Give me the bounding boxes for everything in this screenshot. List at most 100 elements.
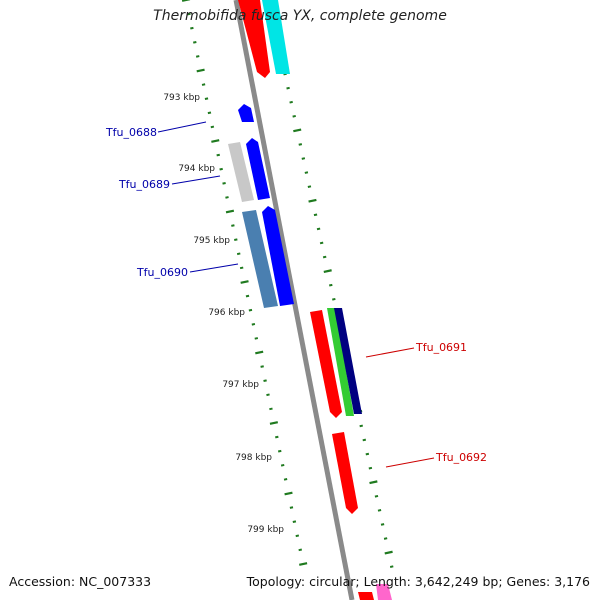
scale-tick-minor: [322, 255, 327, 259]
leader-line-tfu-0688: [157, 121, 207, 133]
scale-tick-major: [181, 0, 191, 2]
scale-tick-minor: [207, 111, 212, 115]
scale-tick-minor: [362, 438, 367, 442]
scale-tick-minor: [204, 97, 209, 100]
scale-tick-minor: [292, 520, 297, 523]
gene-arrow-pink-bottom[interactable]: [376, 584, 392, 600]
genome-backbone: [233, 0, 355, 601]
leader-line-tfu-0690: [189, 263, 239, 273]
scale-tick-minor: [216, 153, 220, 157]
gene-arrow-tfu-0692[interactable]: [332, 432, 358, 514]
scale-tick-minor: [269, 407, 273, 411]
scale-tick-minor: [286, 86, 290, 90]
leader-line-tfu-0692: [385, 457, 435, 468]
scale-tick-minor: [383, 537, 388, 540]
scale-tick-minor: [225, 196, 229, 199]
scale-tick-minor: [254, 337, 259, 340]
scale-tick-minor: [195, 55, 200, 58]
scale-label-799: 799 kbp: [247, 525, 284, 535]
scale-tick-minor: [292, 114, 296, 118]
scale-label-794: 794 kbp: [178, 164, 215, 174]
scale-tick-minor: [280, 463, 285, 467]
scale-tick-minor: [374, 494, 379, 498]
scale-tick-minor: [316, 227, 321, 231]
gene-label-tfu-0689[interactable]: Tfu_0689: [118, 178, 170, 191]
scale-tick-major: [196, 68, 205, 73]
accession-text: Accession: NC_007333: [9, 574, 152, 589]
gene-label-tfu-0688[interactable]: Tfu_0688: [105, 126, 157, 139]
scale-label-797: 797 kbp: [222, 380, 259, 390]
gene-arrow-tfu-0690-steel[interactable]: [242, 210, 278, 308]
scale-tick-minor: [190, 26, 194, 30]
scale-label-796: 796 kbp: [208, 308, 245, 318]
scale-tick-minor: [277, 449, 282, 453]
scale-tick-minor: [319, 241, 324, 245]
scale-tick-major: [384, 550, 393, 555]
scale-tick-minor: [219, 167, 223, 171]
scale-tick-minor: [283, 478, 288, 481]
scale-tick-minor: [365, 452, 370, 456]
scale-tick-minor: [359, 424, 364, 428]
scale-tick-major: [225, 209, 235, 214]
scale-tick-minor: [263, 379, 267, 382]
gene-arrow-tfu-0690-blue[interactable]: [262, 206, 294, 306]
scale-tick-major: [323, 269, 332, 274]
scale-tick-minor: [266, 393, 270, 397]
scale-tick-minor: [307, 185, 312, 188]
scale-tick-minor: [328, 283, 333, 287]
scale-tick-major: [299, 562, 308, 566]
scale-tick-minor: [187, 12, 191, 16]
scale-tick-minor: [222, 181, 226, 185]
scale-tick-major: [308, 198, 317, 203]
scale-tick-minor: [210, 125, 215, 129]
scale-tick-major: [240, 280, 249, 284]
gene-label-tfu-0691[interactable]: Tfu_0691: [415, 341, 467, 354]
scale-tick-minor: [380, 523, 385, 526]
scale-tick-minor: [304, 171, 309, 174]
gene-arrow-cyan-top[interactable]: [262, 0, 290, 74]
scale-tick-minor: [313, 213, 318, 217]
scale-tick-major: [255, 350, 264, 355]
scale-label-798: 798 kbp: [235, 453, 272, 463]
scale-tick-minor: [298, 548, 303, 552]
scale-tick-minor: [245, 294, 250, 298]
gene-arrow-red-top[interactable]: [238, 0, 270, 78]
scale-tick-minor: [275, 435, 279, 439]
scale-tick-minor: [289, 100, 293, 104]
scale-tick-minor: [295, 534, 300, 538]
scale-tick-minor: [368, 466, 373, 470]
scale-tick-minor: [239, 266, 244, 270]
scale-ticks-left: [181, 0, 308, 566]
gene-label-tfu-0692[interactable]: Tfu_0692: [435, 451, 487, 464]
topology-text: Topology: circular; Length: 3,642,249 bp…: [246, 574, 590, 589]
scale-label-793: 793 kbp: [163, 93, 200, 103]
scale-tick-minor: [260, 365, 264, 368]
scale-tick-minor: [201, 83, 206, 86]
gene-arrow-tfu-0691-red[interactable]: [310, 310, 342, 418]
leader-line-tfu-0689: [171, 175, 221, 185]
scale-tick-major: [369, 480, 378, 485]
scale-tick-minor: [389, 565, 394, 568]
gene-arrow-tfu-0691-green[interactable]: [327, 308, 354, 416]
scale-tick-minor: [301, 157, 306, 160]
scale-tick-minor: [231, 224, 235, 227]
page-title: Thermobifida fusca YX, complete genome: [153, 8, 447, 24]
gene-label-tfu-0690[interactable]: Tfu_0690: [136, 266, 188, 279]
scale-tick-minor: [236, 252, 241, 256]
scale-tick-major: [284, 491, 293, 496]
gene-arrow-tfu-0691-navy[interactable]: [334, 308, 362, 414]
scale-tick-minor: [193, 40, 197, 44]
scale-label-795: 795 kbp: [193, 236, 230, 246]
scale-tick-minor: [289, 506, 294, 509]
scale-tick-minor: [332, 297, 336, 301]
gene-arrow-tfu-0689-gray[interactable]: [228, 142, 254, 202]
gene-arrow-red-bottom[interactable]: [358, 592, 374, 600]
scale-tick-major: [293, 128, 302, 133]
gene-arrow-tfu-0688[interactable]: [238, 104, 254, 122]
scale-tick-minor: [298, 143, 303, 146]
gene-arrow-tfu-0689-blue[interactable]: [246, 138, 270, 200]
scale-tick-minor: [377, 509, 382, 512]
leader-line-tfu-0691: [365, 347, 415, 358]
